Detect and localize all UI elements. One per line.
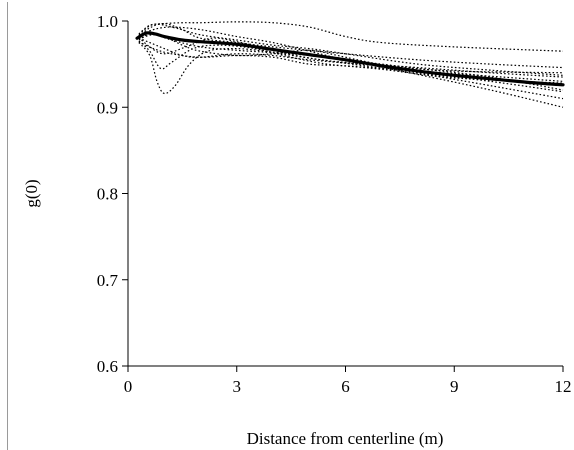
x-axis-label: Distance from centerline (m) bbox=[247, 429, 444, 448]
x-tick-label: 12 bbox=[555, 377, 572, 396]
series-layer bbox=[135, 21, 565, 108]
y-axis-label: g(0) bbox=[22, 179, 41, 207]
series-line-dotted bbox=[138, 26, 564, 108]
series-line-dotted bbox=[138, 23, 564, 76]
x-tick-label: 3 bbox=[233, 377, 242, 396]
plot-area: 0.6 0.7 0.8 0.9 1.0 0 3 6 9 12 bbox=[97, 12, 572, 396]
series-line-dotted bbox=[138, 42, 564, 95]
y-tick-label: 1.0 bbox=[97, 12, 118, 31]
series-line-dotted bbox=[138, 33, 564, 100]
y-tick-label: 0.6 bbox=[97, 357, 118, 376]
series-line-dotted bbox=[138, 22, 564, 69]
y-axis-ticks: 0.6 0.7 0.8 0.9 1.0 bbox=[97, 12, 128, 376]
x-axis-ticks: 0 3 6 9 12 bbox=[124, 366, 572, 396]
page-edge-rule bbox=[7, 2, 8, 450]
y-tick-label: 0.7 bbox=[97, 271, 119, 290]
series-line-mean bbox=[135, 31, 565, 87]
y-tick-label: 0.9 bbox=[97, 98, 118, 117]
series-line-dotted bbox=[138, 40, 564, 84]
x-tick-label: 0 bbox=[124, 377, 133, 396]
y-tick-label: 0.8 bbox=[97, 185, 118, 204]
series-line-dotted bbox=[138, 37, 564, 74]
x-tick-label: 9 bbox=[450, 377, 459, 396]
x-tick-label: 6 bbox=[341, 377, 350, 396]
